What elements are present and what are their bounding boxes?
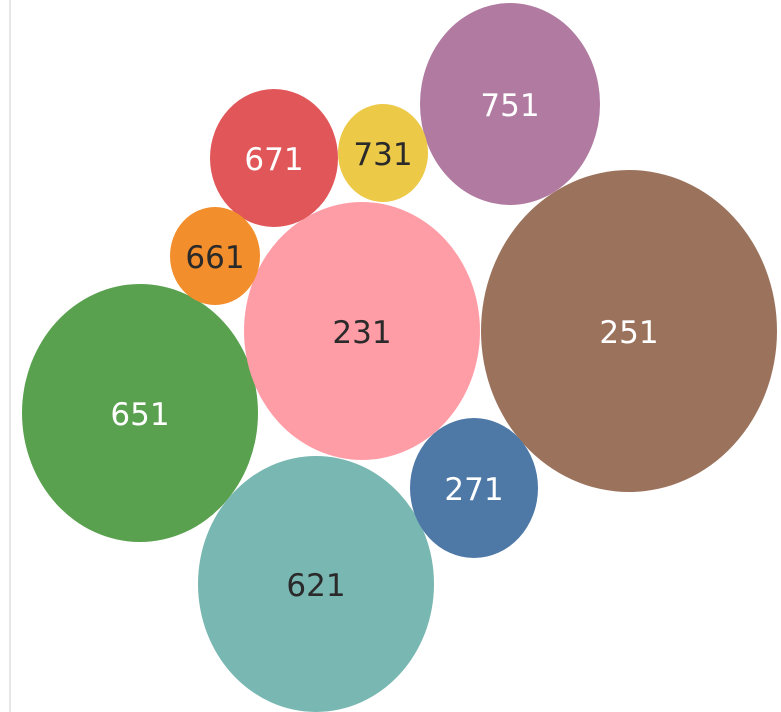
bubble-label-251: 251 bbox=[599, 315, 658, 351]
bubble-mark-251 bbox=[481, 170, 777, 492]
bubble-label-271: 271 bbox=[444, 472, 503, 508]
bubble-231: 231 bbox=[244, 202, 480, 460]
bubble-671: 671 bbox=[210, 89, 338, 227]
bubble-271: 271 bbox=[410, 418, 538, 558]
bubble-mark-671 bbox=[210, 89, 338, 227]
bubble-label-671: 671 bbox=[244, 142, 303, 178]
bubble-mark-231 bbox=[244, 202, 480, 460]
bubble-label-661: 661 bbox=[185, 240, 244, 276]
bubble-mark-661 bbox=[170, 207, 260, 305]
bubble-651: 651 bbox=[22, 284, 258, 542]
bubble-label-231: 231 bbox=[332, 315, 391, 351]
bubble-251: 251 bbox=[481, 170, 777, 492]
left-divider bbox=[9, 0, 11, 712]
bubble-mark-271 bbox=[410, 418, 538, 558]
bubble-751: 751 bbox=[420, 3, 600, 205]
bubble-mark-651 bbox=[22, 284, 258, 542]
bubble-mark-731 bbox=[338, 104, 428, 202]
bubble-label-621: 621 bbox=[286, 568, 345, 604]
bubble-mark-751 bbox=[420, 3, 600, 205]
bubble-label-651: 651 bbox=[110, 397, 169, 433]
bubble-731: 731 bbox=[338, 104, 428, 202]
bubble-label-751: 751 bbox=[480, 88, 539, 124]
bubble-661: 661 bbox=[170, 207, 260, 305]
bubble-621: 621 bbox=[198, 456, 434, 712]
bubble-label-731: 731 bbox=[353, 137, 412, 173]
bubble-mark-621 bbox=[198, 456, 434, 712]
